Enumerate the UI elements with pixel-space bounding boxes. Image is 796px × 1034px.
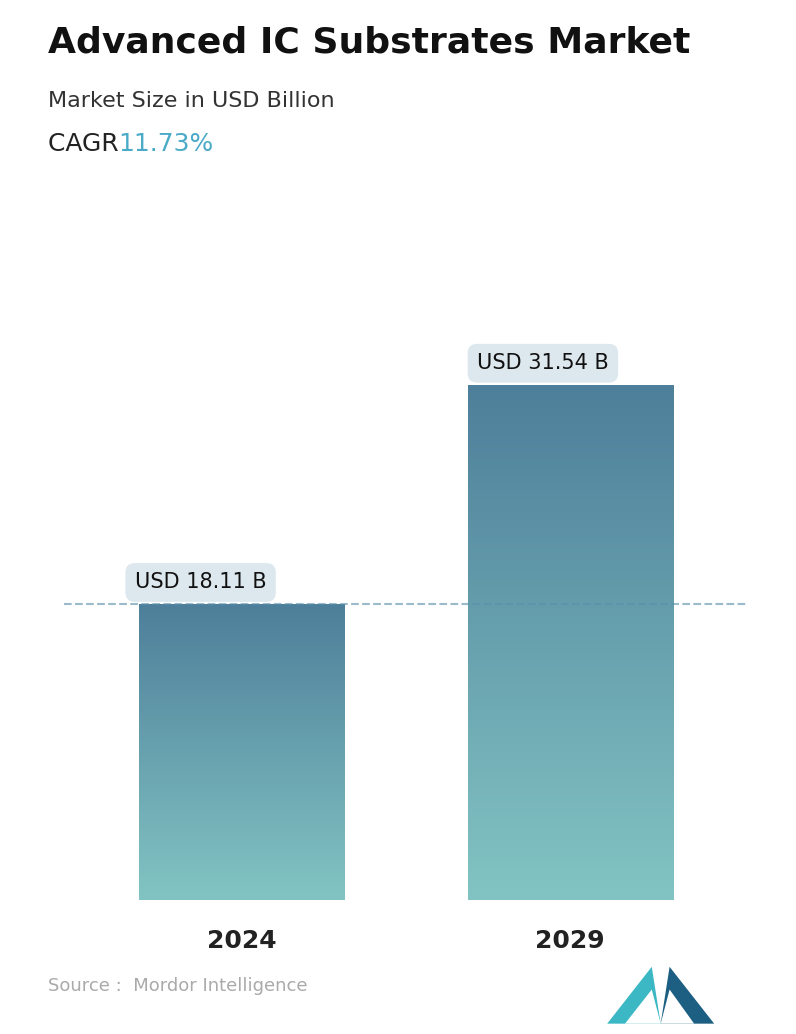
Text: 2029: 2029 [536, 929, 605, 953]
Polygon shape [607, 967, 661, 1024]
Text: USD 31.54 B: USD 31.54 B [477, 354, 609, 373]
Polygon shape [204, 586, 238, 594]
Text: USD 18.11 B: USD 18.11 B [135, 573, 267, 592]
Text: Source :  Mordor Intelligence: Source : Mordor Intelligence [48, 977, 307, 995]
Polygon shape [625, 990, 661, 1024]
Polygon shape [546, 367, 580, 374]
Text: 11.73%: 11.73% [118, 132, 213, 156]
Text: CAGR: CAGR [48, 132, 135, 156]
Polygon shape [661, 990, 694, 1024]
Text: 2024: 2024 [207, 929, 276, 953]
Polygon shape [661, 967, 714, 1024]
Text: Advanced IC Substrates Market: Advanced IC Substrates Market [48, 26, 690, 60]
Text: Market Size in USD Billion: Market Size in USD Billion [48, 91, 334, 111]
